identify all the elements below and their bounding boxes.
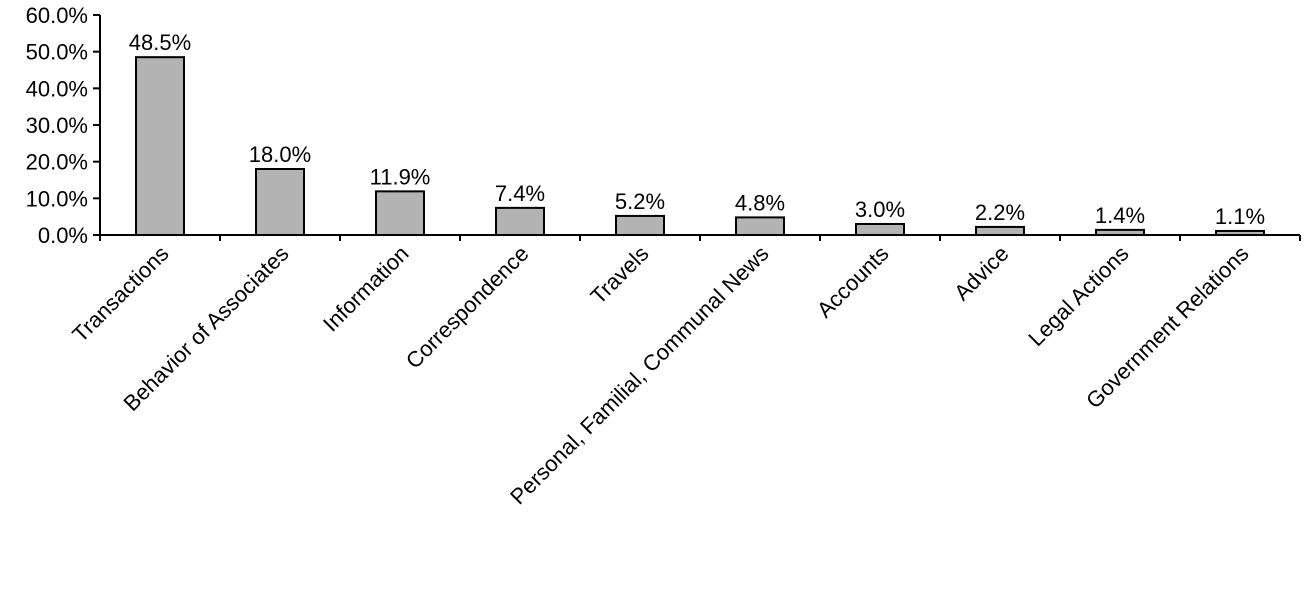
y-axis-ticks: 0.0% 10.0% 20.0% 30.0% 40.0% 50.0% 60.0% (26, 3, 100, 248)
data-label: 1.1% (1215, 204, 1265, 229)
category-label: Accounts (812, 241, 894, 323)
data-label: 4.8% (735, 190, 785, 215)
data-label: 48.5% (129, 30, 191, 55)
bar (255, 168, 305, 236)
category-label: Correspondence (401, 241, 534, 374)
category-label: Advice (949, 241, 1013, 305)
category-label: Travels (585, 241, 653, 309)
bar (975, 225, 1025, 237)
y-tick-label: 30.0% (26, 113, 88, 138)
data-label: 7.4% (495, 181, 545, 206)
category-label: Transactions (67, 241, 173, 347)
y-tick-label: 10.0% (26, 186, 88, 211)
y-tick-label: 50.0% (26, 40, 88, 65)
category-label: Information (318, 241, 414, 337)
bar (855, 223, 905, 236)
bar (135, 56, 185, 236)
bar (1215, 229, 1265, 236)
bar (375, 190, 425, 237)
data-label: 3.0% (855, 197, 905, 222)
bar (495, 206, 545, 237)
bar (615, 214, 665, 236)
bar (1095, 228, 1145, 237)
data-label: 1.4% (1095, 203, 1145, 228)
data-label: 18.0% (249, 142, 311, 167)
data-labels: 48.5% 18.0% 11.9% 7.4% 5.2% 4.8% 3.0% 2.2% 1.4% 1… (129, 30, 1265, 229)
category-label: Legal Actions (1023, 241, 1133, 351)
y-tick-label: 0.0% (38, 223, 88, 248)
y-tick-label: 60.0% (26, 3, 88, 28)
y-tick-label: 40.0% (26, 76, 88, 101)
data-label: 2.2% (975, 200, 1025, 225)
y-tick-label: 20.0% (26, 150, 88, 175)
bar (735, 216, 785, 236)
bars (135, 56, 1265, 237)
data-label: 11.9% (370, 164, 431, 189)
category-label: Personal, Familial, Communal News (505, 241, 773, 509)
data-label: 5.2% (615, 189, 665, 214)
